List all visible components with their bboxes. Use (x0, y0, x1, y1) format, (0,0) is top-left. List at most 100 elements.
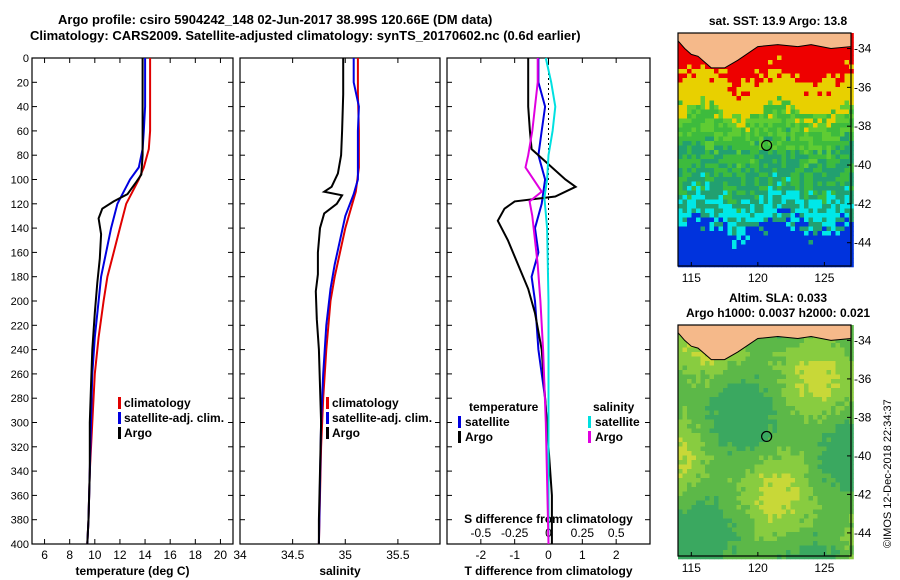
legend-swatch (458, 416, 461, 428)
legend-label: satellite (595, 415, 640, 429)
x-tick-label: -1 (509, 548, 520, 562)
legend-label: satellite-adj. clim. (332, 411, 432, 425)
chart-title-line2: Climatology: CARS2009. Satellite-adjuste… (30, 28, 581, 43)
panel-frame-salinity (239, 57, 441, 545)
legend-label: Argo (332, 426, 360, 440)
depth-tick-label: 180 (11, 272, 29, 284)
map-y-tick-label: -40 (854, 449, 872, 463)
depth-tick-label: 80 (17, 150, 29, 162)
depth-tick-label: 340 (11, 466, 29, 478)
map-y-tick-label: -36 (854, 372, 872, 386)
chart-title-line1: Argo profile: csiro 5904242_148 02-Jun-2… (58, 12, 493, 27)
salinity-series-satellite-adj--clim- (317, 58, 360, 545)
map-x-tick-label: 125 (814, 271, 834, 285)
depth-tick-label: 60 (17, 126, 29, 138)
depth-tick-label: 140 (11, 223, 29, 235)
legend-swatch (326, 427, 329, 439)
legend-swatch (588, 431, 591, 443)
x-tick-label: 16 (164, 548, 178, 562)
map-y-tick-label: -44 (854, 236, 872, 250)
legend-swatch (588, 416, 591, 428)
x-axis-label: T difference from climatology (464, 564, 632, 578)
map-y-tick-label: -34 (854, 42, 872, 56)
legend-label: climatology (124, 396, 191, 410)
salinity-series-argo (314, 58, 345, 544)
depth-tick-label: 120 (11, 199, 29, 211)
x-tick-label: 14 (138, 548, 152, 562)
x-tick-label: 2 (613, 548, 620, 562)
depth-tick-label: 400 (11, 539, 29, 551)
x-tick-label: 10 (88, 548, 102, 562)
map-y-tick-label: -42 (854, 487, 872, 501)
legend-label: satellite (465, 415, 510, 429)
x-tick-label: 20 (214, 548, 228, 562)
legend-label: Argo (124, 426, 152, 440)
map-y-tick-label: -44 (854, 526, 872, 540)
x-tick-label: 0 (545, 548, 552, 562)
map-x-tick-label: 120 (748, 561, 768, 575)
sst-argo-marker (761, 139, 773, 152)
map-x-tick-label: 115 (682, 561, 701, 575)
legend-label: climatology (332, 396, 399, 410)
footer-stamp: ©IMOS 12-Dec-2018 22:34:37 (882, 399, 894, 548)
sla-map-title-1: Altim. SLA: 0.033 (729, 291, 827, 305)
s-tick-label: -0.25 (501, 526, 529, 540)
depth-tick-label: 380 (11, 515, 29, 527)
depth-tick-label: 100 (11, 175, 29, 187)
difference-series-s-argo (524, 58, 550, 545)
map-y-tick-label: -36 (854, 80, 872, 94)
map-y-tick-label: -34 (854, 333, 872, 347)
legend-swatch (326, 397, 329, 409)
depth-tick-label: 160 (11, 247, 29, 259)
x-tick-label: 12 (113, 548, 127, 562)
legend-swatch (118, 397, 121, 409)
map-y-tick-label: -42 (854, 197, 872, 211)
depth-tick-label: 220 (11, 320, 29, 332)
temperature-series-climatology (86, 58, 152, 545)
legend-header-salinity: salinity (593, 400, 635, 414)
sst-land (677, 32, 852, 69)
map-y-tick-label: -38 (854, 119, 872, 133)
s-tick-label: 0.25 (571, 526, 595, 540)
legend-header-temperature: temperature (469, 400, 539, 414)
x-axis-label: salinity (319, 564, 361, 578)
x-tick-label: 8 (66, 548, 73, 562)
x-axis-label: temperature (deg C) (75, 564, 189, 578)
legend-swatch (326, 412, 329, 424)
depth-tick-label: 20 (17, 77, 29, 89)
legend-label: Argo (595, 430, 623, 444)
sla-map-field (678, 325, 854, 560)
depth-tick-label: 0 (23, 53, 29, 65)
panel-frame-temperature (31, 57, 234, 545)
map-y-tick-label: -38 (854, 410, 872, 424)
x-tick-label: -2 (475, 548, 486, 562)
x-tick-label: 34.5 (281, 548, 305, 562)
legend-label: Argo (465, 430, 493, 444)
difference-series-s-satellite (543, 57, 557, 544)
depth-tick-label: 40 (17, 102, 29, 114)
x-tick-label: 35 (339, 548, 353, 562)
depth-tick-label: 200 (11, 296, 29, 308)
s-tick-label: 0.5 (608, 526, 625, 540)
x-tick-label: 1 (579, 548, 586, 562)
depth-tick-label: 260 (11, 369, 29, 381)
sst-map-frame (677, 32, 852, 267)
legend-swatch (118, 427, 121, 439)
depth-tick-label: 280 (11, 393, 29, 405)
sla-map-frame (677, 324, 852, 557)
depth-tick-label: 360 (11, 490, 29, 502)
sst-map-title: sat. SST: 13.9 Argo: 13.8 (709, 14, 848, 28)
legend-swatch (458, 431, 461, 443)
temperature-series-argo (86, 58, 144, 545)
map-x-tick-label: 125 (814, 561, 834, 575)
temperature-series-satellite-adj--clim- (86, 58, 147, 545)
sla-land (677, 324, 852, 361)
depth-tick-label: 240 (11, 345, 29, 357)
sla-argo-marker (761, 430, 773, 443)
x-tick-label: 35.5 (386, 548, 410, 562)
legend-label: satellite-adj. clim. (124, 411, 224, 425)
depth-tick-label: 320 (11, 442, 29, 454)
map-x-tick-label: 115 (682, 271, 701, 285)
x-tick-label: 18 (189, 548, 203, 562)
depth-tick-label: 300 (11, 418, 29, 430)
